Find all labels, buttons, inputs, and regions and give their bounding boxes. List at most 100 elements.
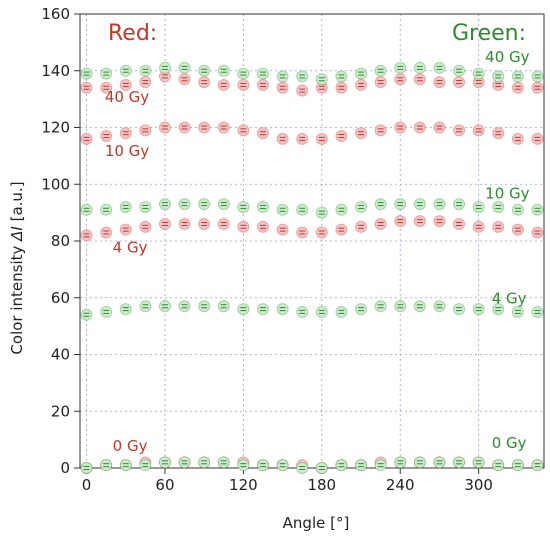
y-tick-label: 0 bbox=[60, 459, 70, 477]
data-point-marker bbox=[237, 459, 250, 472]
data-point-green bbox=[80, 67, 93, 80]
data-point-green bbox=[413, 300, 426, 313]
data-point-marker bbox=[355, 220, 368, 233]
data-point-green bbox=[315, 73, 328, 86]
data-point-green bbox=[119, 303, 132, 316]
data-point-marker bbox=[276, 70, 289, 83]
data-point-red bbox=[217, 121, 230, 134]
data-point-red bbox=[472, 220, 485, 233]
data-point-red bbox=[531, 132, 544, 145]
data-point-marker bbox=[374, 124, 387, 137]
data-point-marker bbox=[217, 217, 230, 230]
data-point-red bbox=[80, 229, 93, 242]
data-point-green bbox=[296, 462, 309, 474]
data-point-marker bbox=[394, 300, 407, 313]
data-point-green bbox=[335, 203, 348, 216]
series-label-red: 0 Gy bbox=[113, 437, 148, 455]
data-point-green bbox=[374, 459, 387, 472]
data-point-red bbox=[413, 73, 426, 86]
data-point-green bbox=[335, 305, 348, 318]
data-point-marker bbox=[531, 305, 544, 318]
data-point-green bbox=[296, 203, 309, 216]
data-point-green bbox=[394, 300, 407, 313]
data-point-marker bbox=[237, 67, 250, 80]
data-point-red bbox=[335, 223, 348, 236]
data-point-marker bbox=[217, 78, 230, 91]
data-point-green bbox=[374, 198, 387, 211]
data-point-marker bbox=[296, 226, 309, 239]
data-point-green bbox=[394, 456, 407, 469]
data-point-red bbox=[355, 78, 368, 91]
data-point-marker bbox=[80, 81, 93, 94]
data-point-marker bbox=[158, 61, 171, 74]
data-point-marker bbox=[158, 121, 171, 134]
data-point-green bbox=[139, 300, 152, 313]
data-point-marker bbox=[315, 206, 328, 219]
data-point-green bbox=[492, 459, 505, 472]
data-point-marker bbox=[374, 217, 387, 230]
data-point-marker bbox=[531, 132, 544, 145]
data-point-marker bbox=[158, 217, 171, 230]
y-tick-label: 100 bbox=[41, 175, 70, 193]
x-axis-title: Angle [°] bbox=[283, 514, 350, 532]
data-point-marker bbox=[355, 127, 368, 140]
data-point-red bbox=[178, 121, 191, 134]
data-point-green bbox=[531, 70, 544, 83]
data-point-marker bbox=[433, 300, 446, 313]
data-point-green bbox=[276, 303, 289, 316]
data-point-marker bbox=[335, 203, 348, 216]
data-point-green bbox=[178, 198, 191, 211]
data-point-marker bbox=[256, 200, 269, 213]
data-point-green bbox=[276, 203, 289, 216]
data-point-green bbox=[394, 61, 407, 74]
data-point-marker bbox=[335, 70, 348, 83]
data-point-marker bbox=[374, 300, 387, 313]
data-point-marker bbox=[178, 198, 191, 211]
data-point-green bbox=[511, 203, 524, 216]
data-point-green bbox=[80, 308, 93, 321]
data-point-marker bbox=[413, 121, 426, 134]
data-point-green bbox=[217, 198, 230, 211]
data-point-green bbox=[511, 459, 524, 472]
data-point-marker bbox=[453, 64, 466, 77]
data-point-marker bbox=[100, 203, 113, 216]
data-point-marker bbox=[453, 198, 466, 211]
data-point-marker bbox=[335, 223, 348, 236]
y-tick-label: 160 bbox=[41, 5, 70, 23]
data-point-marker bbox=[472, 124, 485, 137]
data-point-red bbox=[492, 127, 505, 140]
data-point-marker bbox=[511, 81, 524, 94]
data-point-red bbox=[531, 226, 544, 239]
data-point-marker bbox=[237, 303, 250, 316]
data-point-green bbox=[139, 200, 152, 213]
y-tick-label: 40 bbox=[51, 346, 70, 364]
data-point-green bbox=[453, 198, 466, 211]
data-point-red bbox=[256, 220, 269, 233]
series-label-green: 10 Gy bbox=[485, 184, 529, 202]
data-point-red bbox=[237, 124, 250, 137]
data-point-marker bbox=[374, 76, 387, 89]
data-point-red bbox=[178, 217, 191, 230]
data-point-green bbox=[198, 198, 211, 211]
data-point-marker bbox=[453, 303, 466, 316]
data-point-marker bbox=[80, 462, 93, 474]
data-point-red bbox=[315, 132, 328, 145]
data-point-marker bbox=[256, 127, 269, 140]
data-point-marker bbox=[511, 305, 524, 318]
data-point-red bbox=[276, 223, 289, 236]
data-point-marker bbox=[315, 462, 328, 474]
data-point-marker bbox=[355, 78, 368, 91]
data-point-marker bbox=[453, 217, 466, 230]
data-point-marker bbox=[158, 198, 171, 211]
data-point-marker bbox=[217, 64, 230, 77]
data-point-marker bbox=[158, 456, 171, 469]
data-point-marker bbox=[472, 67, 485, 80]
data-point-green bbox=[256, 303, 269, 316]
x-tick-label: 180 bbox=[307, 476, 336, 494]
data-point-marker bbox=[433, 198, 446, 211]
data-point-red bbox=[256, 127, 269, 140]
data-point-marker bbox=[100, 67, 113, 80]
data-point-green bbox=[413, 198, 426, 211]
data-point-marker bbox=[198, 76, 211, 89]
data-point-marker bbox=[453, 456, 466, 469]
